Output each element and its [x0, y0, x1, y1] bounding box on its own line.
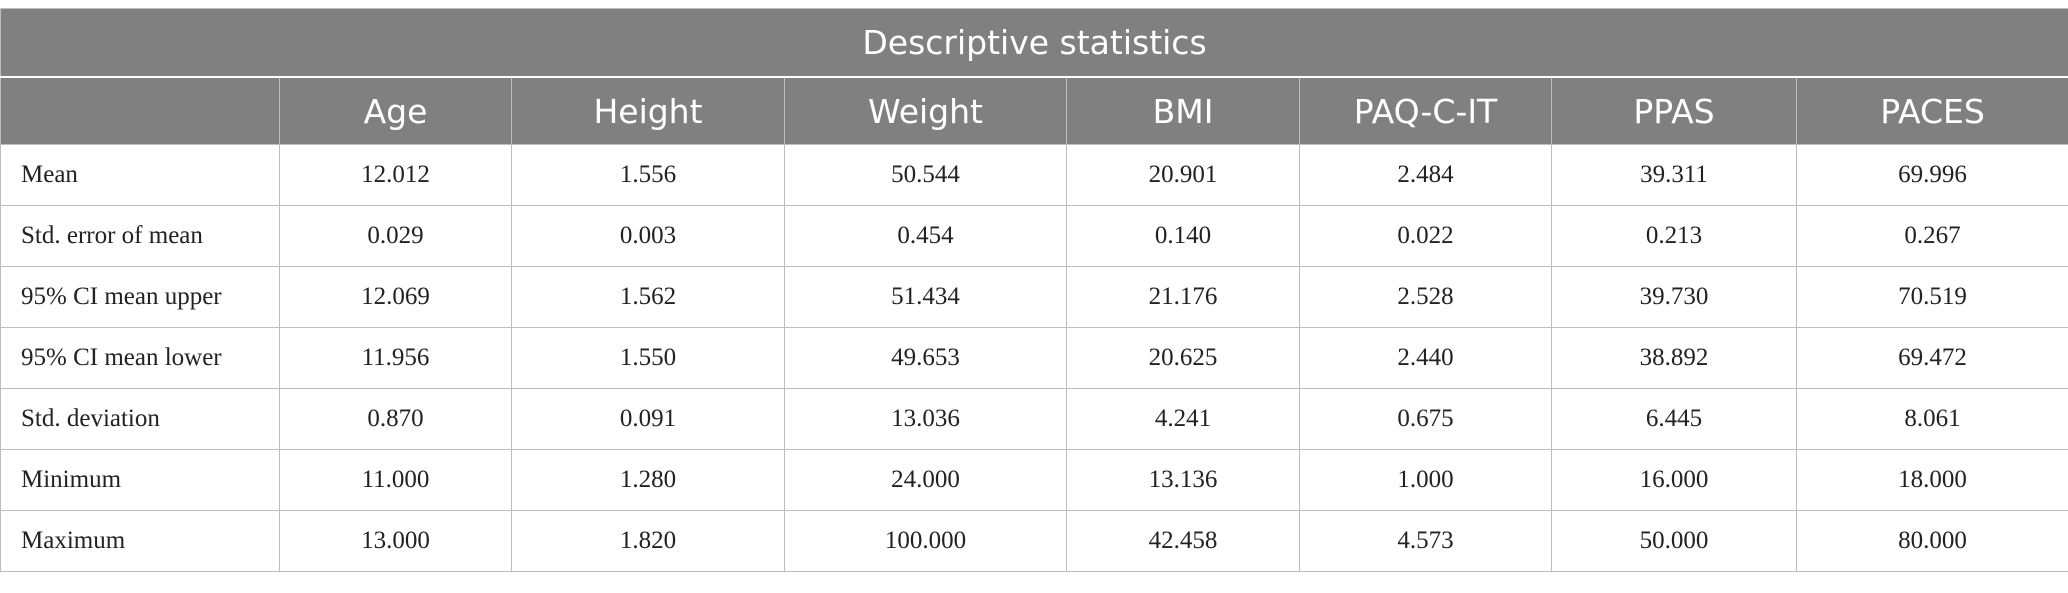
table-cell: 20.901 — [1066, 144, 1300, 206]
table-cell: 0.267 — [1795, 205, 2068, 267]
row-label: Mean — [0, 144, 280, 206]
column-header-row: Age Height Weight BMI PAQ-C-IT PPAS PACE… — [0, 76, 2068, 145]
table-cell: 0.870 — [279, 388, 512, 450]
table-cell: 4.241 — [1066, 388, 1300, 450]
table-cell: 39.730 — [1551, 266, 1797, 328]
table-cell: 11.000 — [279, 449, 512, 511]
table-cell: 39.311 — [1551, 144, 1797, 206]
table-cell: 6.445 — [1551, 388, 1797, 450]
table-cell: 1.280 — [511, 449, 785, 511]
column-header-bmi: BMI — [1066, 76, 1300, 145]
column-header-height: Height — [511, 76, 785, 145]
table-cell: 2.484 — [1299, 144, 1552, 206]
table-cell: 24.000 — [784, 449, 1067, 511]
table-cell: 1.562 — [511, 266, 785, 328]
table-cell: 1.000 — [1299, 449, 1552, 511]
column-header-blank — [0, 76, 280, 145]
table-cell: 42.458 — [1066, 510, 1300, 572]
table-cell: 1.820 — [511, 510, 785, 572]
table-cell: 49.653 — [784, 327, 1067, 389]
row-label: Std. deviation — [0, 388, 280, 450]
table-cell: 18.000 — [1795, 449, 2068, 511]
table-title: Descriptive statistics — [0, 8, 2068, 78]
table-cell: 0.091 — [511, 388, 785, 450]
table-row: Std. error of mean 0.029 0.003 0.454 0.140 0.… — [0, 205, 2068, 267]
table-cell: 0.029 — [279, 205, 512, 267]
row-label: Std. error of mean — [0, 205, 280, 267]
table-cell: 0.003 — [511, 205, 785, 267]
table-cell: 12.069 — [279, 266, 512, 328]
table-row: Minimum 11.000 1.280 24.000 13.136 1.000 16.00… — [0, 449, 2068, 511]
table-cell: 1.550 — [511, 327, 785, 389]
column-header-paq-c-it: PAQ-C-IT — [1299, 76, 1552, 145]
table-cell: 4.573 — [1299, 510, 1552, 572]
table-row: Maximum 13.000 1.820 100.000 42.458 4.573 50.0… — [0, 510, 2068, 572]
table-cell: 2.440 — [1299, 327, 1552, 389]
table-row: Std. deviation 0.870 0.091 13.036 4.241 0.675… — [0, 388, 2068, 450]
row-label: Minimum — [0, 449, 280, 511]
table-cell: 12.012 — [279, 144, 512, 206]
table-cell: 70.519 — [1795, 266, 2068, 328]
table-cell: 11.956 — [279, 327, 512, 389]
table-cell: 13.036 — [784, 388, 1067, 450]
table-cell: 100.000 — [784, 510, 1067, 572]
table-row: 95% CI mean lower 11.956 1.550 49.653 20.625… — [0, 327, 2068, 389]
column-header-ppas: PPAS — [1551, 76, 1797, 145]
table-body: Mean 12.012 1.556 50.544 20.901 2.484 39.311 69… — [0, 144, 2068, 572]
table-cell: 50.000 — [1551, 510, 1797, 572]
table-cell: 0.454 — [784, 205, 1067, 267]
table-cell: 69.996 — [1795, 144, 2068, 206]
table-cell: 16.000 — [1551, 449, 1797, 511]
table-cell: 80.000 — [1795, 510, 2068, 572]
row-label: 95% CI mean lower — [0, 327, 280, 389]
table-cell: 1.556 — [511, 144, 785, 206]
table-cell: 51.434 — [784, 266, 1067, 328]
row-label: 95% CI mean upper — [0, 266, 280, 328]
table-cell: 50.544 — [784, 144, 1067, 206]
table-cell: 0.140 — [1066, 205, 1300, 267]
descriptive-statistics-table-wrapper: Descriptive statistics Age Height Weight… — [0, 8, 2068, 572]
table-row: 95% CI mean upper 12.069 1.562 51.434 21.176… — [0, 266, 2068, 328]
column-header-paces: PACES — [1795, 76, 2068, 145]
table-row: Mean 12.012 1.556 50.544 20.901 2.484 39.311 69… — [0, 144, 2068, 206]
table-cell: 0.675 — [1299, 388, 1552, 450]
table-title-row: Descriptive statistics — [0, 8, 2068, 78]
descriptive-statistics-table: Descriptive statistics Age Height Weight… — [0, 8, 2068, 572]
table-cell: 13.136 — [1066, 449, 1300, 511]
table-cell: 20.625 — [1066, 327, 1300, 389]
table-cell: 38.892 — [1551, 327, 1797, 389]
table-cell: 0.022 — [1299, 205, 1552, 267]
table-header: Descriptive statistics Age Height Weight… — [0, 8, 2068, 145]
row-label: Maximum — [0, 510, 280, 572]
table-cell: 13.000 — [279, 510, 512, 572]
table-cell: 69.472 — [1795, 327, 2068, 389]
table-cell: 2.528 — [1299, 266, 1552, 328]
table-cell: 0.213 — [1551, 205, 1797, 267]
column-header-age: Age — [279, 76, 512, 145]
table-cell: 8.061 — [1795, 388, 2068, 450]
table-cell: 21.176 — [1066, 266, 1300, 328]
column-header-weight: Weight — [784, 76, 1067, 145]
